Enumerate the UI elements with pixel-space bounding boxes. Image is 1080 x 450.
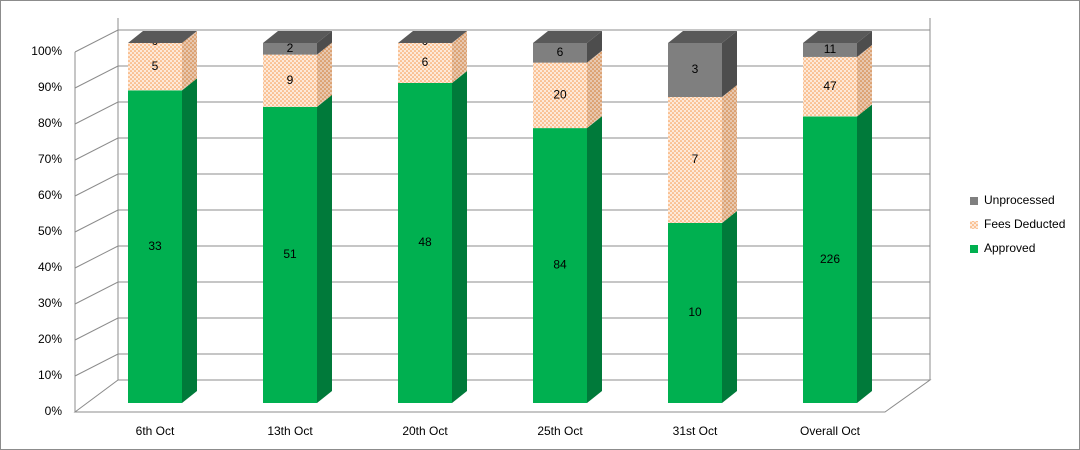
x-tick-label: Overall Oct [800,424,861,438]
bar-segment [398,83,452,403]
data-label: 6 [422,55,429,69]
y-tick-label: 10% [38,368,62,382]
bar-top [803,31,872,43]
bar-side [587,31,602,63]
data-label: 20 [553,88,567,102]
bar-side [587,116,602,403]
x-tick-label: 13th Oct [267,424,313,438]
y-tick-label: 40% [38,260,62,274]
bar-side [317,94,332,403]
bar-segment [803,116,857,404]
bar-side [317,31,332,55]
bar-side [182,78,197,404]
bar-top [533,31,602,43]
bar-segment [668,97,722,223]
bar-side [722,85,737,223]
data-label: 226 [820,252,840,266]
grid-line [74,173,930,197]
y-tick-label: 50% [38,224,62,238]
data-label: 47 [823,79,837,93]
bar-side [857,104,872,404]
bar-segment [533,43,587,63]
data-label: 3 [692,62,699,76]
bar-top [398,31,467,43]
y-tick-label: 90% [38,80,62,94]
bar-top [668,31,737,43]
bar-side [722,31,737,97]
bar-side [857,44,872,117]
legend-label: Unprocessed [984,193,1055,207]
grid-line [74,353,930,377]
bar-segment [668,43,722,97]
bar-side [452,31,467,83]
legend-swatch [970,221,978,229]
x-tick-label: 25th Oct [537,424,583,438]
legend-swatch [970,197,978,205]
y-tick-label: 60% [38,188,62,202]
y-tick-label: 0% [45,404,63,418]
grid-line [74,245,930,269]
data-label: 84 [553,258,567,272]
legend-label: Fees Deducted [984,217,1065,231]
y-tick-label: 80% [38,116,62,130]
grid-line [74,101,930,125]
y-tick-label: 20% [38,332,62,346]
bar-segment [263,54,317,107]
data-label: 51 [283,247,297,261]
data-label: 7 [692,152,699,166]
bar-segment [803,43,857,57]
data-label: 33 [148,239,162,253]
grid-line [74,137,930,161]
data-label: 11 [824,42,837,56]
bar-segment [533,128,587,403]
bar-segment [398,43,452,83]
bar-side [452,71,467,403]
x-tick-label: 20th Oct [402,424,448,438]
data-label: 9 [287,73,294,87]
bar-segment [263,106,317,403]
x-tick-label: 6th Oct [136,424,175,438]
bar-side [317,42,332,107]
bar-segment [128,43,182,91]
grid-line [74,281,930,305]
y-tick-label: 70% [38,152,62,166]
data-label: 5 [152,59,159,73]
data-label: 2 [287,41,294,55]
legend-label: Approved [984,241,1035,255]
bar-segment [533,62,587,129]
bar-top [128,31,197,43]
y-tick-label: 30% [38,296,62,310]
bar-side [857,31,872,57]
x-tick-label: 31st Oct [673,424,718,438]
bar-segment [803,56,857,117]
bar-segment [263,43,317,55]
grid-line [74,209,930,233]
bar-side [587,50,602,129]
bar-side [182,31,197,91]
grid-line [74,317,930,341]
y-tick-label: 100% [31,44,62,58]
bar-segment [128,90,182,404]
legend-swatch [970,245,978,253]
bar-top [263,31,332,43]
data-label: 48 [418,235,432,249]
bar-side [722,211,737,403]
data-label: 6 [557,45,564,59]
grid-line [74,65,930,89]
data-label: 10 [688,305,702,319]
bar-segment [668,223,722,403]
grid-line [74,29,930,53]
